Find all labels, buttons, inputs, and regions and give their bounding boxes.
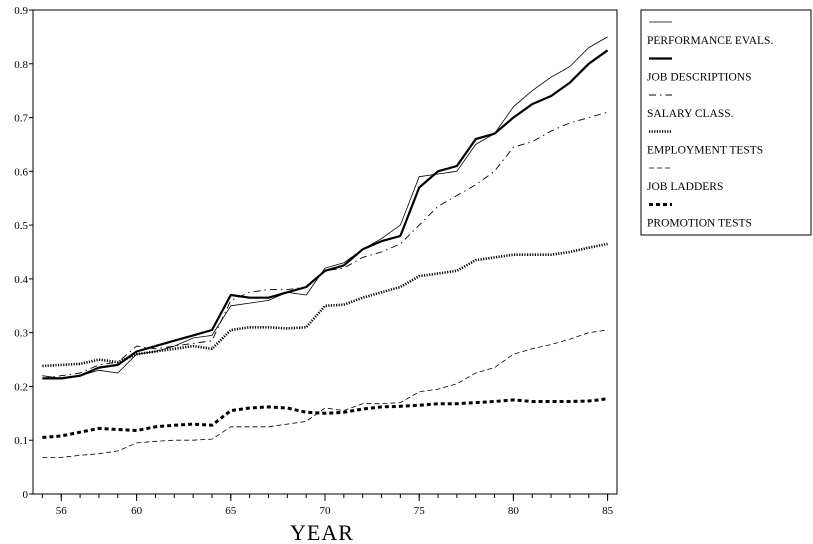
series-line-job-ladders <box>42 329 608 458</box>
x-tick-label: 75 <box>414 505 426 517</box>
series-line-employment-tests <box>42 242 608 368</box>
y-tick-label: 0.1 <box>14 435 28 447</box>
x-axis-label: YEAR <box>290 520 354 544</box>
y-tick-label: 0.9 <box>14 5 28 17</box>
y-tick-label: 0.3 <box>14 328 28 340</box>
y-tick-label: 0.5 <box>14 220 28 232</box>
x-tick-label: 65 <box>225 505 237 517</box>
x-tick-label: 85 <box>602 505 614 517</box>
series-line-job-descriptions <box>42 49 609 380</box>
legend: PERFORMANCE EVALS. JOB DESCRIPTIONS SALARY… <box>647 21 773 230</box>
x-tick-label: 60 <box>131 505 143 517</box>
y-tick-label: 0 <box>23 489 29 501</box>
x-axis: 56 60 65 70 75 80 85 <box>41 494 614 517</box>
y-tick-label: 0.8 <box>14 59 28 71</box>
y-tick-label: 0.4 <box>14 274 28 286</box>
legend-label: SALARY CLASS. <box>647 108 734 120</box>
series-line-promotion-tests <box>42 397 608 439</box>
y-tick-label: 0.7 <box>14 113 28 125</box>
y-tick-label: 0.2 <box>14 381 28 393</box>
x-tick-label: 70 <box>320 505 332 517</box>
legend-box <box>640 9 812 236</box>
legend-label: PROMOTION TESTS <box>647 218 752 230</box>
series-lines <box>42 36 609 458</box>
series-line-performance-evals <box>42 36 608 379</box>
series-line-salary-class <box>42 111 608 379</box>
x-tick-label: 56 <box>56 505 68 517</box>
legend-label: PERFORMANCE EVALS. <box>647 35 773 47</box>
y-tick-label: 0.6 <box>14 166 28 178</box>
legend-label: JOB LADDERS <box>647 181 723 193</box>
x-tick-label: 80 <box>508 505 520 517</box>
plot-frame <box>32 9 618 495</box>
y-axis: 0 0.1 0.2 0.3 0.4 0.5 0.6 0.7 0.8 0.9 <box>14 5 33 501</box>
legend-label: EMPLOYMENT TESTS <box>647 145 763 157</box>
legend-label: JOB DESCRIPTIONS <box>647 72 751 84</box>
